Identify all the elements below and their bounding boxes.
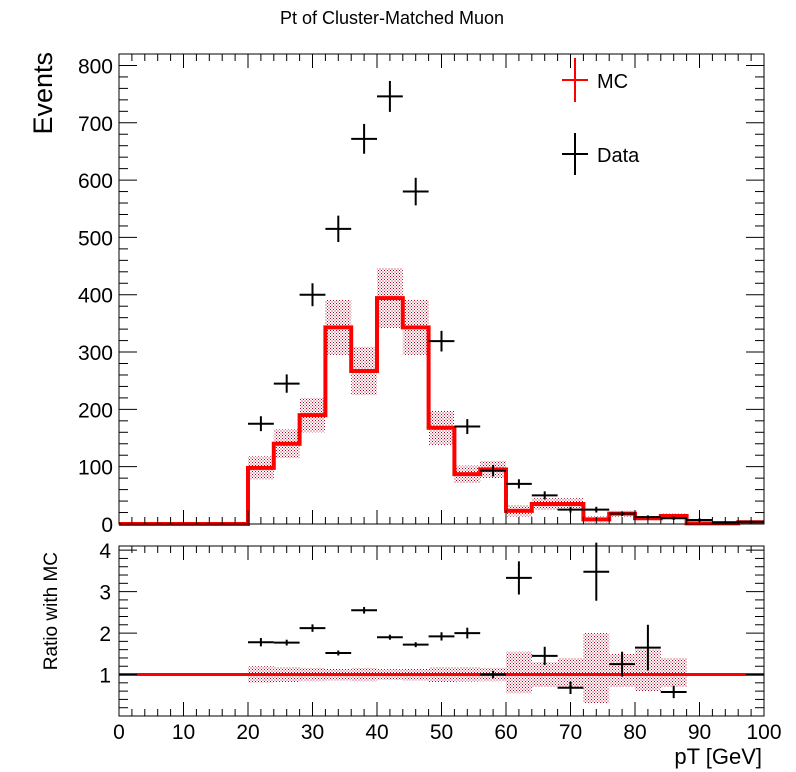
data-point xyxy=(299,283,326,307)
data-point xyxy=(273,374,300,393)
y-tick-label: 800 xyxy=(78,55,113,78)
legend-entry-data: Data xyxy=(562,133,640,175)
chart-title: Pt of Cluster-Matched Muon xyxy=(280,8,504,28)
ratio-point xyxy=(531,646,558,665)
x-tick-label: 80 xyxy=(623,721,646,744)
data-point xyxy=(454,419,481,435)
main-panel: 0 100 200 300 400 500 600 700 800 Events xyxy=(28,52,765,537)
ratio-point xyxy=(428,632,455,641)
data-point xyxy=(480,464,506,477)
ratio-points xyxy=(248,542,687,699)
legend: MC Data xyxy=(562,58,640,175)
data-point xyxy=(402,177,429,206)
x-tick-label: 100 xyxy=(746,721,781,744)
x-tick-label: 40 xyxy=(365,721,388,744)
ratio-y-tick-label: 3 xyxy=(99,582,111,605)
ratio-point xyxy=(660,685,687,699)
ratio-band-bin xyxy=(506,651,532,694)
data-point xyxy=(377,80,403,112)
legend-entry-mc: MC xyxy=(562,58,628,102)
x-tick-label: 70 xyxy=(559,721,582,744)
ratio-band-bin xyxy=(660,657,687,687)
ratio-point xyxy=(635,624,661,671)
x-tick-label: 60 xyxy=(494,721,517,744)
y-tick-label: 300 xyxy=(78,342,113,365)
y-tick-label: 600 xyxy=(78,170,113,193)
data-point xyxy=(351,123,377,154)
x-tick-label: 10 xyxy=(172,721,195,744)
y-tick-label: 100 xyxy=(78,457,113,480)
data-point xyxy=(325,215,352,242)
ratio-y-tick-label: 4 xyxy=(99,540,111,563)
main-plot-frame xyxy=(118,53,765,525)
ratio-point xyxy=(299,624,326,632)
x-tick-label: 30 xyxy=(301,721,324,744)
ratio-y-tick-label: 2 xyxy=(99,623,111,646)
y-tick-label: 700 xyxy=(78,113,113,136)
ratio-plot-frame xyxy=(118,545,765,717)
ratio-uncertainty-band xyxy=(248,633,687,704)
data-point xyxy=(428,330,455,352)
ratio-point xyxy=(454,627,481,639)
data-point xyxy=(506,479,532,489)
data-point xyxy=(531,491,558,500)
y-axis-label-events: Events xyxy=(28,52,58,135)
ratio-point xyxy=(325,650,352,656)
ratio-point xyxy=(351,606,377,614)
data-point xyxy=(248,416,274,432)
y-tick-label: 400 xyxy=(78,285,113,308)
ratio-point xyxy=(609,651,635,677)
data-points xyxy=(248,80,764,524)
ratio-point xyxy=(557,681,584,695)
data-point xyxy=(609,511,635,516)
x-tick-label: 20 xyxy=(236,721,259,744)
main-axes: 0 100 200 300 400 500 600 700 800 xyxy=(78,54,765,537)
ratio-point xyxy=(506,561,532,595)
ratio-y-tick-label: 1 xyxy=(99,665,111,688)
legend-label-data: Data xyxy=(597,145,640,167)
ratio-point xyxy=(273,639,300,646)
ratio-point xyxy=(377,634,403,640)
y-axis-label-ratio: Ratio with MC xyxy=(41,552,62,670)
y-tick-label: 500 xyxy=(78,227,113,250)
x-axis-label: pT [GeV] xyxy=(674,744,762,769)
x-tick-label: 0 xyxy=(113,721,125,744)
ratio-point xyxy=(248,638,274,647)
ratio-point xyxy=(480,670,506,679)
ratio-point xyxy=(402,642,429,648)
data-point xyxy=(583,506,610,513)
legend-label-mc: MC xyxy=(597,71,628,93)
x-tick-label: 90 xyxy=(688,721,711,744)
ratio-band-bin xyxy=(583,633,610,704)
y-tick-label: 0 xyxy=(101,514,113,537)
y-tick-label: 200 xyxy=(78,399,113,422)
x-tick-label: 50 xyxy=(430,721,453,744)
